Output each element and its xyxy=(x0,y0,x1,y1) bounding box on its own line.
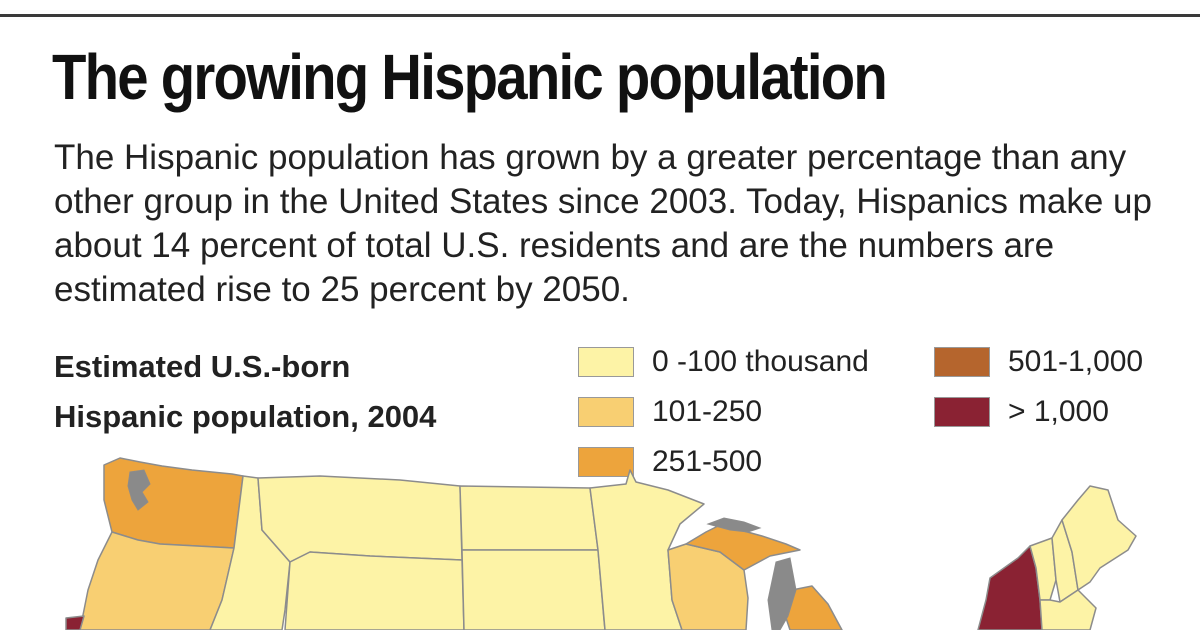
legend-title-line-1: Estimated U.S.-born xyxy=(54,349,351,384)
map-title: The growing Hispanic population xyxy=(52,41,888,113)
state-wyoming xyxy=(284,551,465,630)
legend-item-101-250: 101-250 xyxy=(578,392,762,432)
legend-swatch-251-500 xyxy=(578,447,634,477)
legend-label-0-100k: 0 -100 thousand xyxy=(652,345,869,378)
puget-sound xyxy=(127,469,151,511)
us-map xyxy=(65,457,1137,630)
state-southern-new-england xyxy=(1039,589,1097,630)
legend-label-251-500: 251-500 xyxy=(652,445,763,478)
legend-label-501-1000: 501-1,000 xyxy=(1008,345,1144,378)
state-minnesota xyxy=(589,469,705,630)
legend-item-0-100k: 0 -100 thousand xyxy=(578,342,869,382)
legend-label-101-250: 101-250 xyxy=(652,395,763,428)
state-maine xyxy=(1061,485,1137,591)
state-oregon xyxy=(79,531,235,630)
state-california xyxy=(65,615,85,630)
legend-swatch-501-1000 xyxy=(934,347,990,377)
legend-item-over-1000: > 1,000 xyxy=(934,392,1109,432)
intro-text: The Hispanic population has grown by a g… xyxy=(54,138,1152,309)
legend-swatch-over-1000 xyxy=(934,397,990,427)
lake-michigan xyxy=(767,557,797,630)
state-montana xyxy=(257,475,463,563)
state-north-dakota xyxy=(459,485,599,551)
top-rule xyxy=(0,14,1200,17)
legend-title-line-2: Hispanic population, 2004 xyxy=(54,399,437,434)
legend-item-251-500: 251-500 xyxy=(578,442,762,482)
legend-title: Estimated U.S.-born Hispanic population,… xyxy=(54,342,436,442)
legend-swatch-101-250 xyxy=(578,397,634,427)
state-washington xyxy=(103,457,244,549)
state-new-york xyxy=(977,545,1043,630)
legend-label-over-1000: > 1,000 xyxy=(1008,395,1109,428)
legend-item-501-1000: 501-1,000 xyxy=(934,342,1143,382)
lake-superior xyxy=(706,517,762,533)
state-south-dakota xyxy=(461,549,606,630)
legend-swatch-0-100k xyxy=(578,347,634,377)
